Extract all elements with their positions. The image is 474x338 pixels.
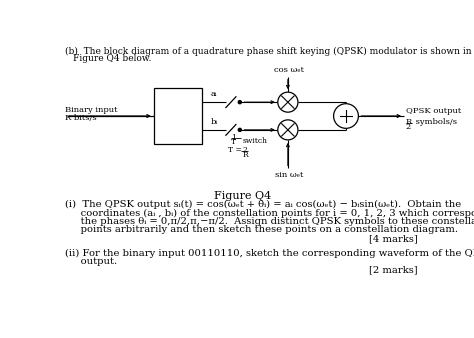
Text: T: T: [231, 138, 237, 146]
Text: Figure Q4: Figure Q4: [214, 192, 272, 201]
Text: R: R: [242, 151, 248, 159]
Text: QPSK output: QPSK output: [406, 106, 461, 115]
Text: symbols/s: symbols/s: [413, 118, 456, 126]
Circle shape: [238, 128, 241, 131]
Text: [4 marks]: [4 marks]: [369, 234, 418, 243]
Text: cos ωₑt: cos ωₑt: [274, 66, 304, 74]
Circle shape: [278, 120, 298, 140]
Text: (b)  The block diagram of a quadrature phase shift keying (QPSK) modulator is sh: (b) The block diagram of a quadrature ph…: [65, 47, 472, 56]
Text: (i)  The QPSK output sᵢ(t) = cos(ωₑt + θᵢ) = aᵢ cos(ωₑt) − bᵢsin(ωₑt).  Obtain t: (i) The QPSK output sᵢ(t) = cos(ωₑt + θᵢ…: [65, 200, 462, 209]
Text: R: R: [406, 118, 412, 125]
Text: 1: 1: [231, 135, 236, 143]
Circle shape: [238, 101, 241, 104]
Text: Figure Q4 below.: Figure Q4 below.: [73, 54, 152, 64]
Text: (ii) For the binary input 00110110, sketch the corresponding waveform of the QPS: (ii) For the binary input 00110110, sket…: [65, 248, 474, 258]
Text: coordinates (aᵢ , bᵢ) of the constellation points for i = 0, 1, 2, 3 which corre: coordinates (aᵢ , bᵢ) of the constellati…: [65, 209, 474, 218]
Text: Store: Store: [165, 107, 191, 116]
Text: switch: switch: [242, 137, 267, 145]
Text: sin ωₑt: sin ωₑt: [275, 171, 304, 179]
Bar: [154, 88, 202, 144]
Text: T =: T =: [228, 146, 242, 154]
Text: the phases θᵢ = 0,π/2,π,−π/2.  Assign distinct QPSK symbols to these constellati: the phases θᵢ = 0,π/2,π,−π/2. Assign dis…: [65, 217, 474, 226]
Circle shape: [334, 104, 358, 128]
Text: two: two: [169, 113, 186, 122]
Text: output.: output.: [65, 257, 118, 266]
Text: [2 marks]: [2 marks]: [369, 265, 418, 274]
Text: aᵢ: aᵢ: [211, 90, 218, 98]
Text: bᵢ: bᵢ: [210, 118, 218, 126]
Text: 2: 2: [242, 146, 247, 154]
Circle shape: [278, 92, 298, 112]
Text: points arbitrarily and then sketch these points on a constellation diagram.: points arbitrarily and then sketch these…: [65, 225, 458, 234]
Text: R bits/s: R bits/s: [65, 114, 97, 122]
Text: 2: 2: [406, 123, 411, 131]
Text: Binary input: Binary input: [65, 106, 118, 114]
Text: bits: bits: [169, 119, 186, 128]
